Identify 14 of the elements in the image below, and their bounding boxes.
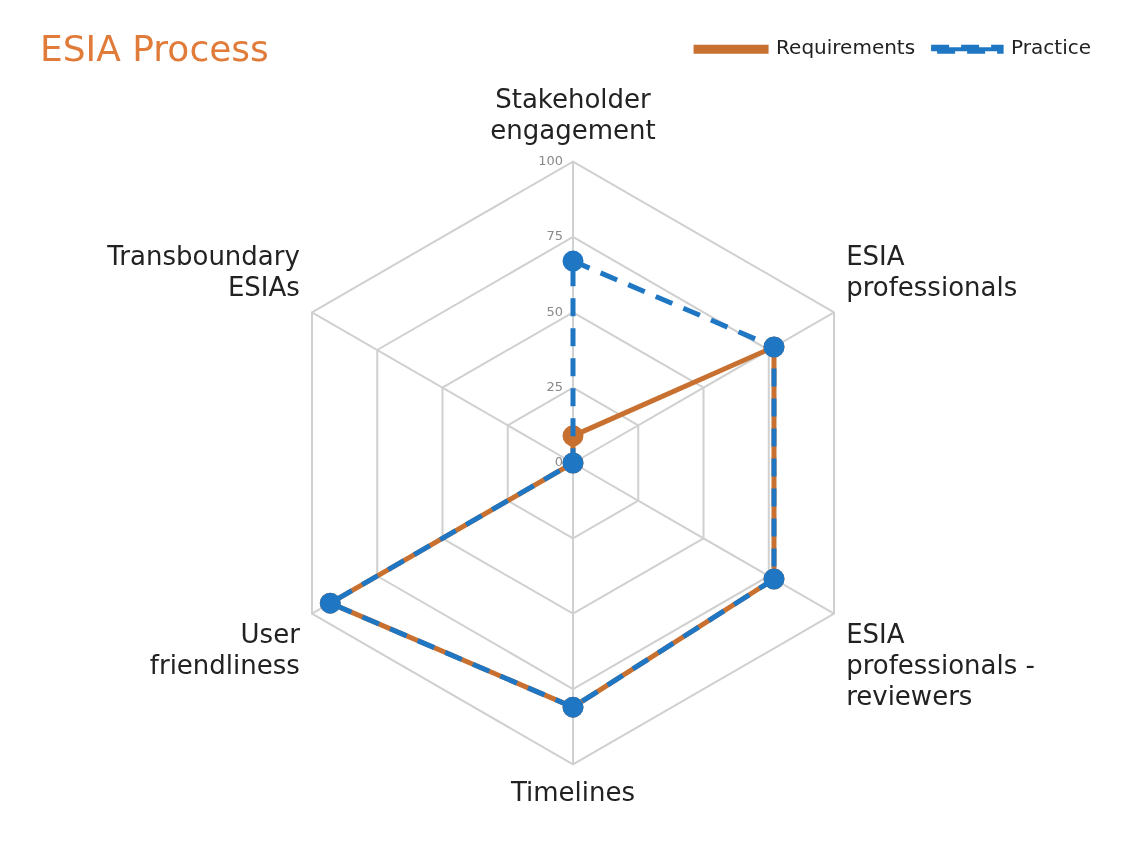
- legend-label: Practice: [1011, 35, 1092, 60]
- spoke-label: User friendliness: [149, 619, 301, 681]
- y-tick-label: 0: [554, 454, 563, 470]
- spoke-label: Stakeholder engagement: [490, 83, 656, 145]
- chart-title: ESIA Process: [40, 27, 269, 69]
- y-tick-label: 25: [546, 379, 563, 395]
- y-tick-label: 100: [538, 152, 563, 168]
- y-tick-label: 75: [546, 228, 563, 244]
- spoke-label: ESIA professionals: [846, 241, 1018, 303]
- legend-label: Requirements: [776, 35, 916, 60]
- spoke-label: ESIA professionals - reviewers: [846, 619, 1035, 712]
- spoke-label: Timelines: [509, 776, 636, 807]
- y-tick-label: 50: [546, 303, 563, 319]
- spoke-label: Transboundary ESIAs: [106, 241, 300, 303]
